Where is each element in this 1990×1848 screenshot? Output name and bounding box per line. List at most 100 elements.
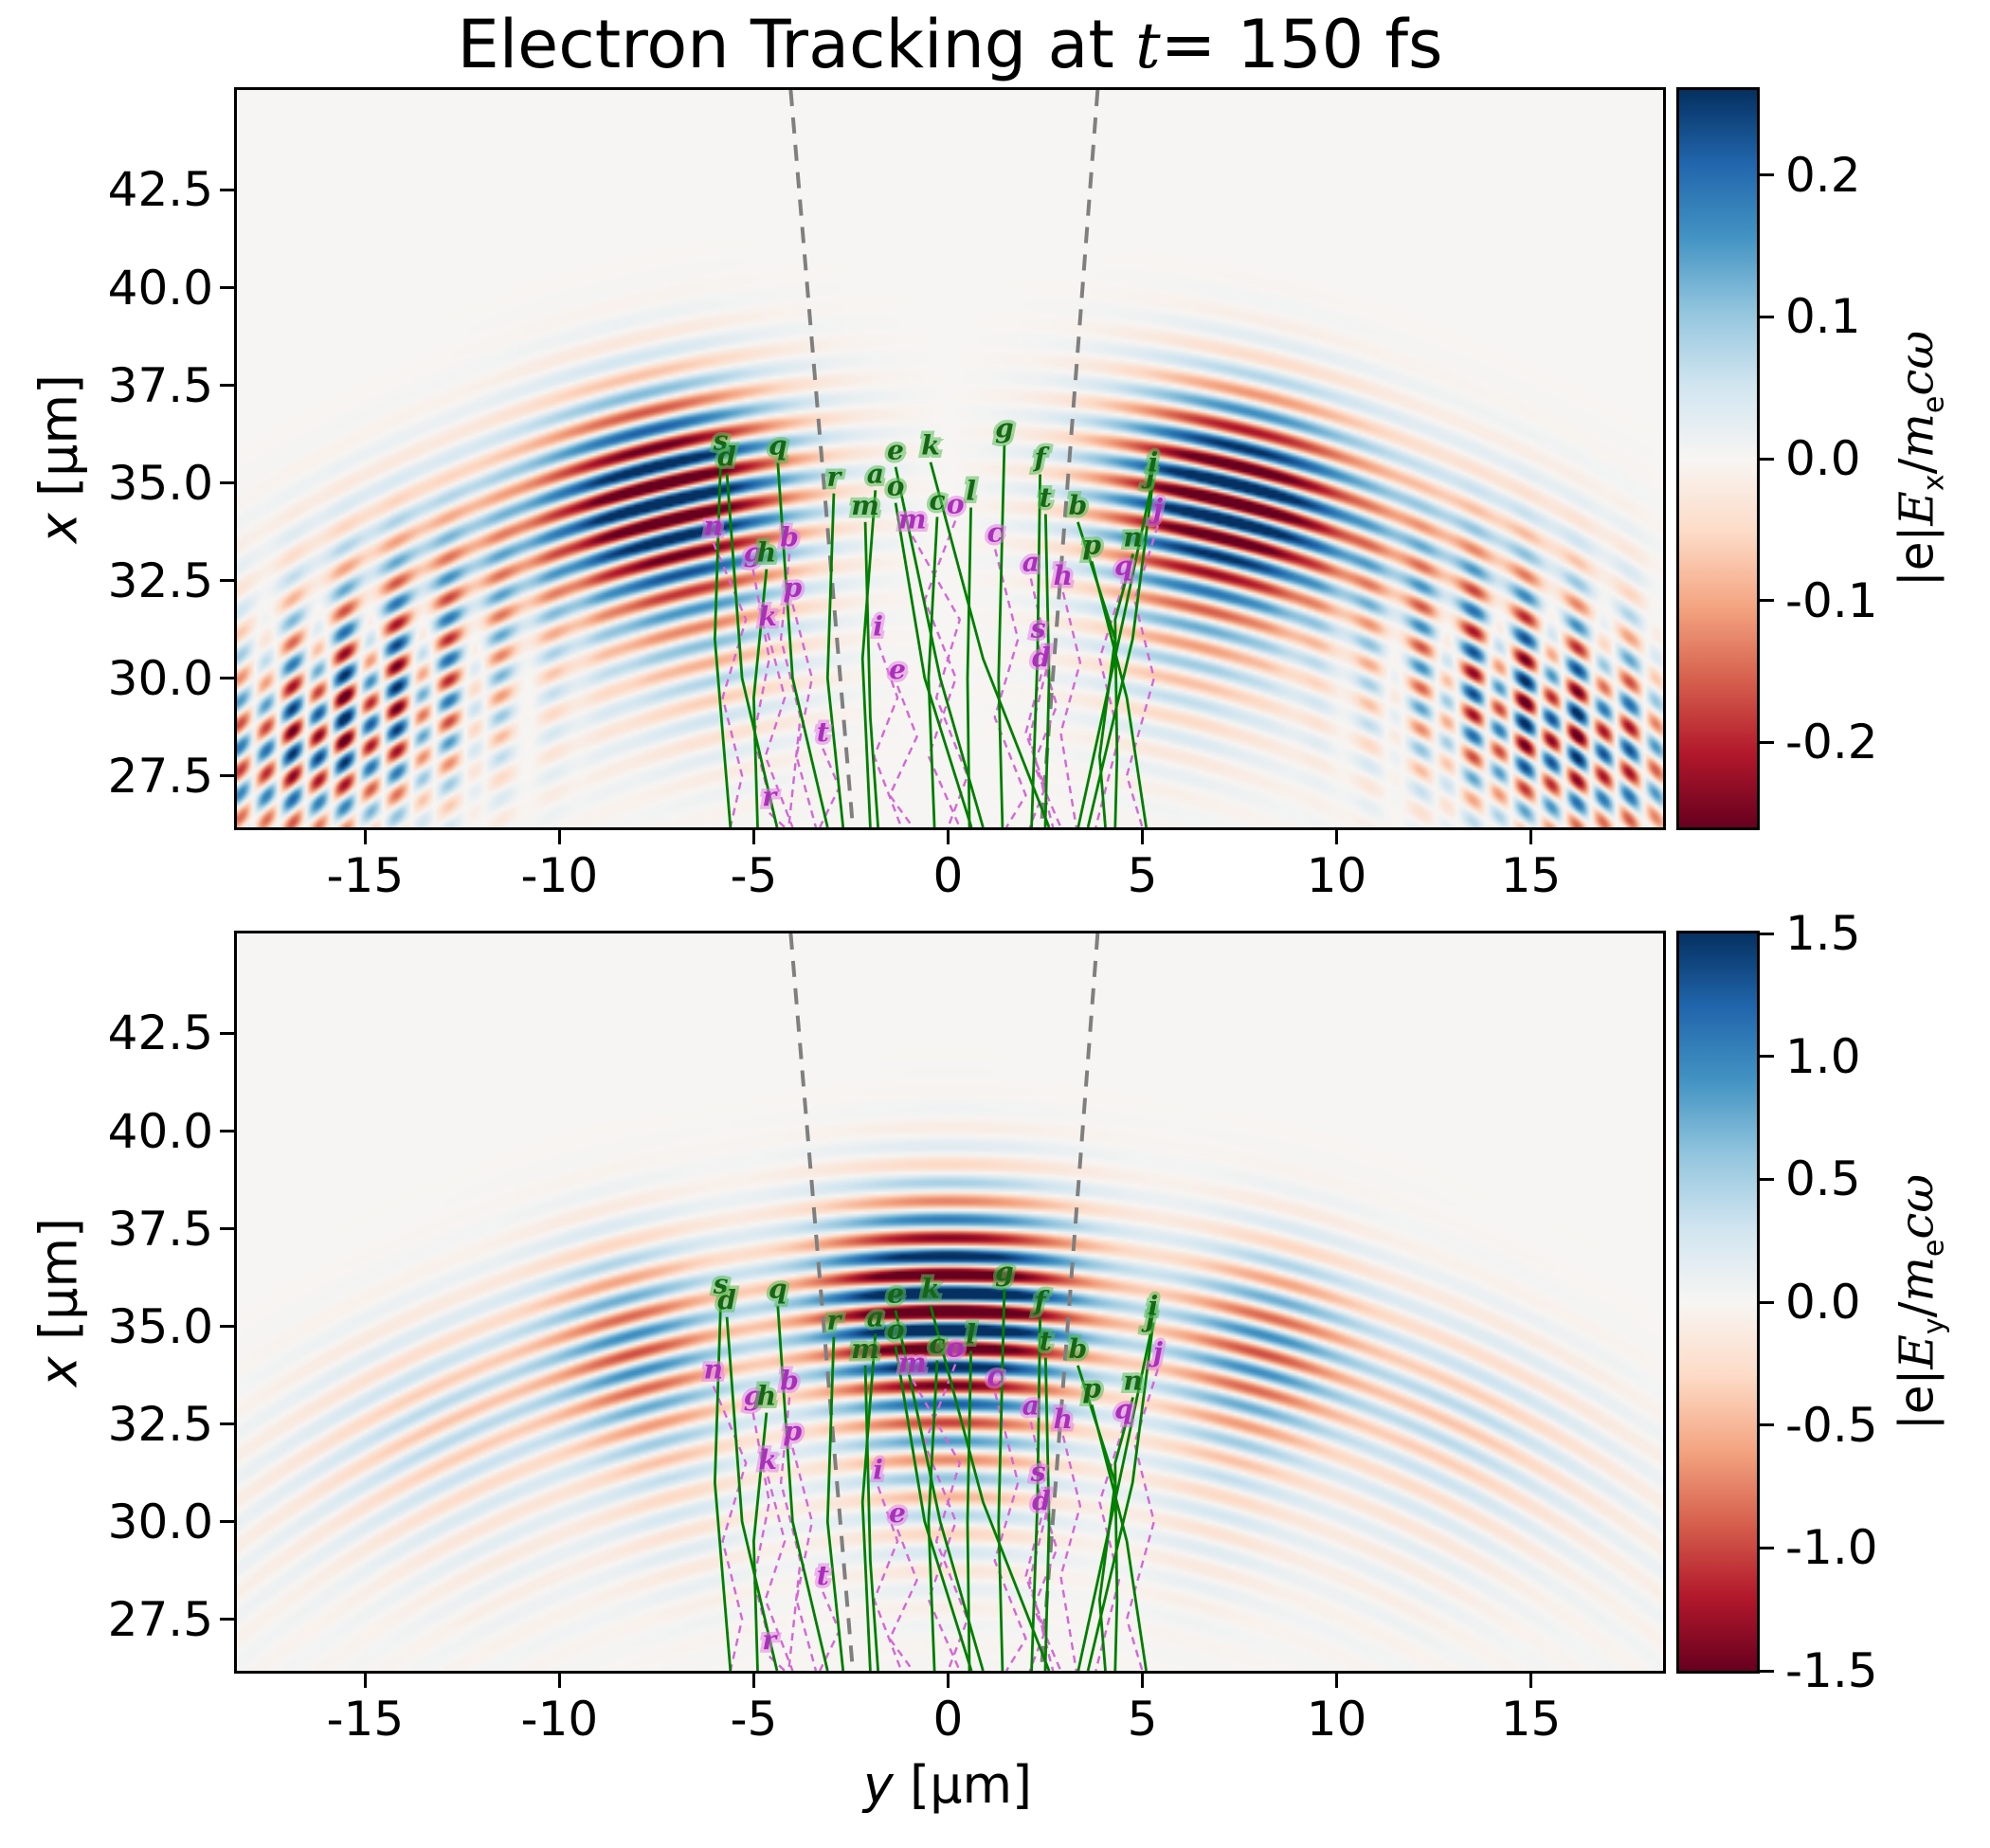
electron-label-r: r — [762, 781, 778, 812]
field-heatmap-ey — [237, 933, 1663, 1671]
trajectory-solid-c — [927, 516, 939, 827]
colorbar-tick-mark — [1760, 740, 1774, 744]
colorbar-tick-label: 0.0 — [1785, 1275, 1861, 1330]
y-tick-mark — [220, 677, 234, 680]
electron-label-i: i — [873, 611, 883, 643]
y-tick-mark — [220, 286, 234, 289]
x-tick-mark — [1140, 1674, 1144, 1688]
trajectory-dashed-i — [873, 1486, 903, 1671]
trajectory-solid-n — [1113, 553, 1134, 827]
electron-label-g: g — [744, 537, 763, 569]
trajectory-solid-a — [860, 490, 877, 827]
colorbar-tick-mark — [1760, 1177, 1774, 1181]
trajectory-solid-j — [1076, 1333, 1152, 1671]
x-tick-mark — [363, 830, 367, 844]
trajectory-solid-l — [966, 1350, 972, 1671]
trajectory-solid-q — [776, 1305, 829, 1671]
x-axis-label: y [µm] — [862, 1755, 1033, 1815]
x-tick-label: -5 — [730, 848, 778, 903]
electron-label-q: q — [769, 430, 787, 462]
y-tick-label: 37.5 — [107, 1201, 213, 1257]
x-tick-label: 0 — [932, 1692, 964, 1747]
colorbar-tick-mark — [1760, 457, 1774, 461]
electron-label-h: h — [757, 1381, 776, 1412]
x-tick-mark — [751, 1674, 755, 1688]
beam-cone-right — [1039, 90, 1100, 827]
y-tick-label: 32.5 — [107, 553, 213, 608]
trajectory-solid-p — [1090, 561, 1148, 827]
colorbar-tick-label: -0.2 — [1785, 715, 1878, 770]
x-tick-label: -15 — [326, 848, 405, 903]
trajectory-dashed-c — [993, 549, 1027, 827]
x-tick-label: -15 — [326, 1692, 405, 1747]
colorbar-tick-label: 1.5 — [1785, 906, 1861, 961]
y-tick-mark — [220, 1520, 234, 1524]
y-tick-label: 32.5 — [107, 1396, 213, 1452]
trajectory-solid-h — [751, 569, 769, 827]
trajectory-solid-r — [825, 1336, 845, 1671]
electron-label-e: e — [889, 1497, 906, 1529]
y-tick-label: 37.5 — [107, 357, 213, 413]
y-tick-label: 42.5 — [107, 1006, 213, 1061]
electron-label-d: d — [1032, 1486, 1051, 1517]
electron-label-g: g — [995, 1257, 1014, 1288]
trajectory-dashed-d — [1024, 674, 1047, 827]
electron-label-o: o — [887, 471, 905, 502]
colorbar-tick-label: -1.5 — [1785, 1643, 1878, 1698]
trajectory-solid-r — [825, 493, 845, 827]
y-tick-mark — [220, 579, 234, 583]
electron-label-p: p — [784, 572, 803, 604]
trajectory-dashed-h — [1059, 591, 1082, 827]
beam-cone-left — [788, 933, 855, 1671]
trajectory-dashed-q — [1094, 582, 1125, 827]
x-tick-mark — [751, 830, 755, 844]
electron-label-a: a — [867, 1301, 884, 1332]
trajectory-solid-m — [863, 1365, 879, 1671]
trajectory-dashed-b — [779, 553, 802, 827]
electron-label-p: p — [1082, 529, 1101, 560]
x-tick-label: 5 — [1127, 1692, 1158, 1747]
colorbar-tick-mark — [1760, 1055, 1774, 1059]
trajectory-solid-p — [1090, 1404, 1148, 1671]
trajectory-solid-j — [1076, 490, 1152, 827]
y-tick-mark — [220, 1422, 234, 1426]
trajectory-solid-k — [929, 462, 1051, 827]
electron-label-p: p — [784, 1416, 803, 1447]
trajectory-dashed-p — [791, 1447, 818, 1671]
electron-label-l: l — [966, 476, 976, 507]
y-tick-mark — [220, 1325, 234, 1329]
electron-label-d: d — [717, 442, 736, 473]
colorbar-tick-mark — [1760, 173, 1774, 177]
title-text: Electron Tracking at — [457, 6, 1136, 83]
trajectory-dashed-e — [888, 1529, 918, 1671]
trajectory-dashed-b — [779, 1397, 802, 1671]
x-tick-mark — [946, 830, 950, 844]
electron-label-c: c — [929, 1328, 945, 1359]
trajectory-solid-i — [1086, 1322, 1155, 1671]
electron-label-d: d — [1032, 643, 1051, 674]
trajectory-solid-f — [1030, 474, 1041, 827]
colorbar-tick-mark — [1760, 1546, 1774, 1549]
y-tick-label: 27.5 — [107, 1591, 213, 1647]
y-tick-mark — [220, 1031, 234, 1035]
electron-label-n: n — [1123, 1366, 1142, 1397]
colorbar-tick-label: 0.1 — [1785, 289, 1861, 345]
x-tick-mark — [1140, 830, 1144, 844]
chart-title: Electron Tracking at t= 150 fs — [234, 6, 1666, 83]
trajectory-solid-o — [894, 1346, 973, 1671]
colorbar-tick-label: 0.0 — [1785, 431, 1861, 486]
title-time-value: = 150 fs — [1160, 6, 1443, 83]
beam-cone-right — [1039, 933, 1100, 1671]
electron-label-e: e — [887, 1278, 904, 1310]
trajectory-solid-o — [894, 502, 973, 827]
colorbar-tick-label: -1.0 — [1785, 1520, 1878, 1576]
electron-label-n: n — [704, 1354, 723, 1386]
field-heatmap-ex — [237, 90, 1663, 827]
electron-label-n: n — [1123, 522, 1142, 553]
y-tick-mark — [220, 1130, 234, 1132]
trajectory-solid-k — [929, 1305, 1051, 1671]
trajectory-dashed-h — [1059, 1435, 1082, 1671]
electron-label-s: s — [713, 1268, 729, 1299]
